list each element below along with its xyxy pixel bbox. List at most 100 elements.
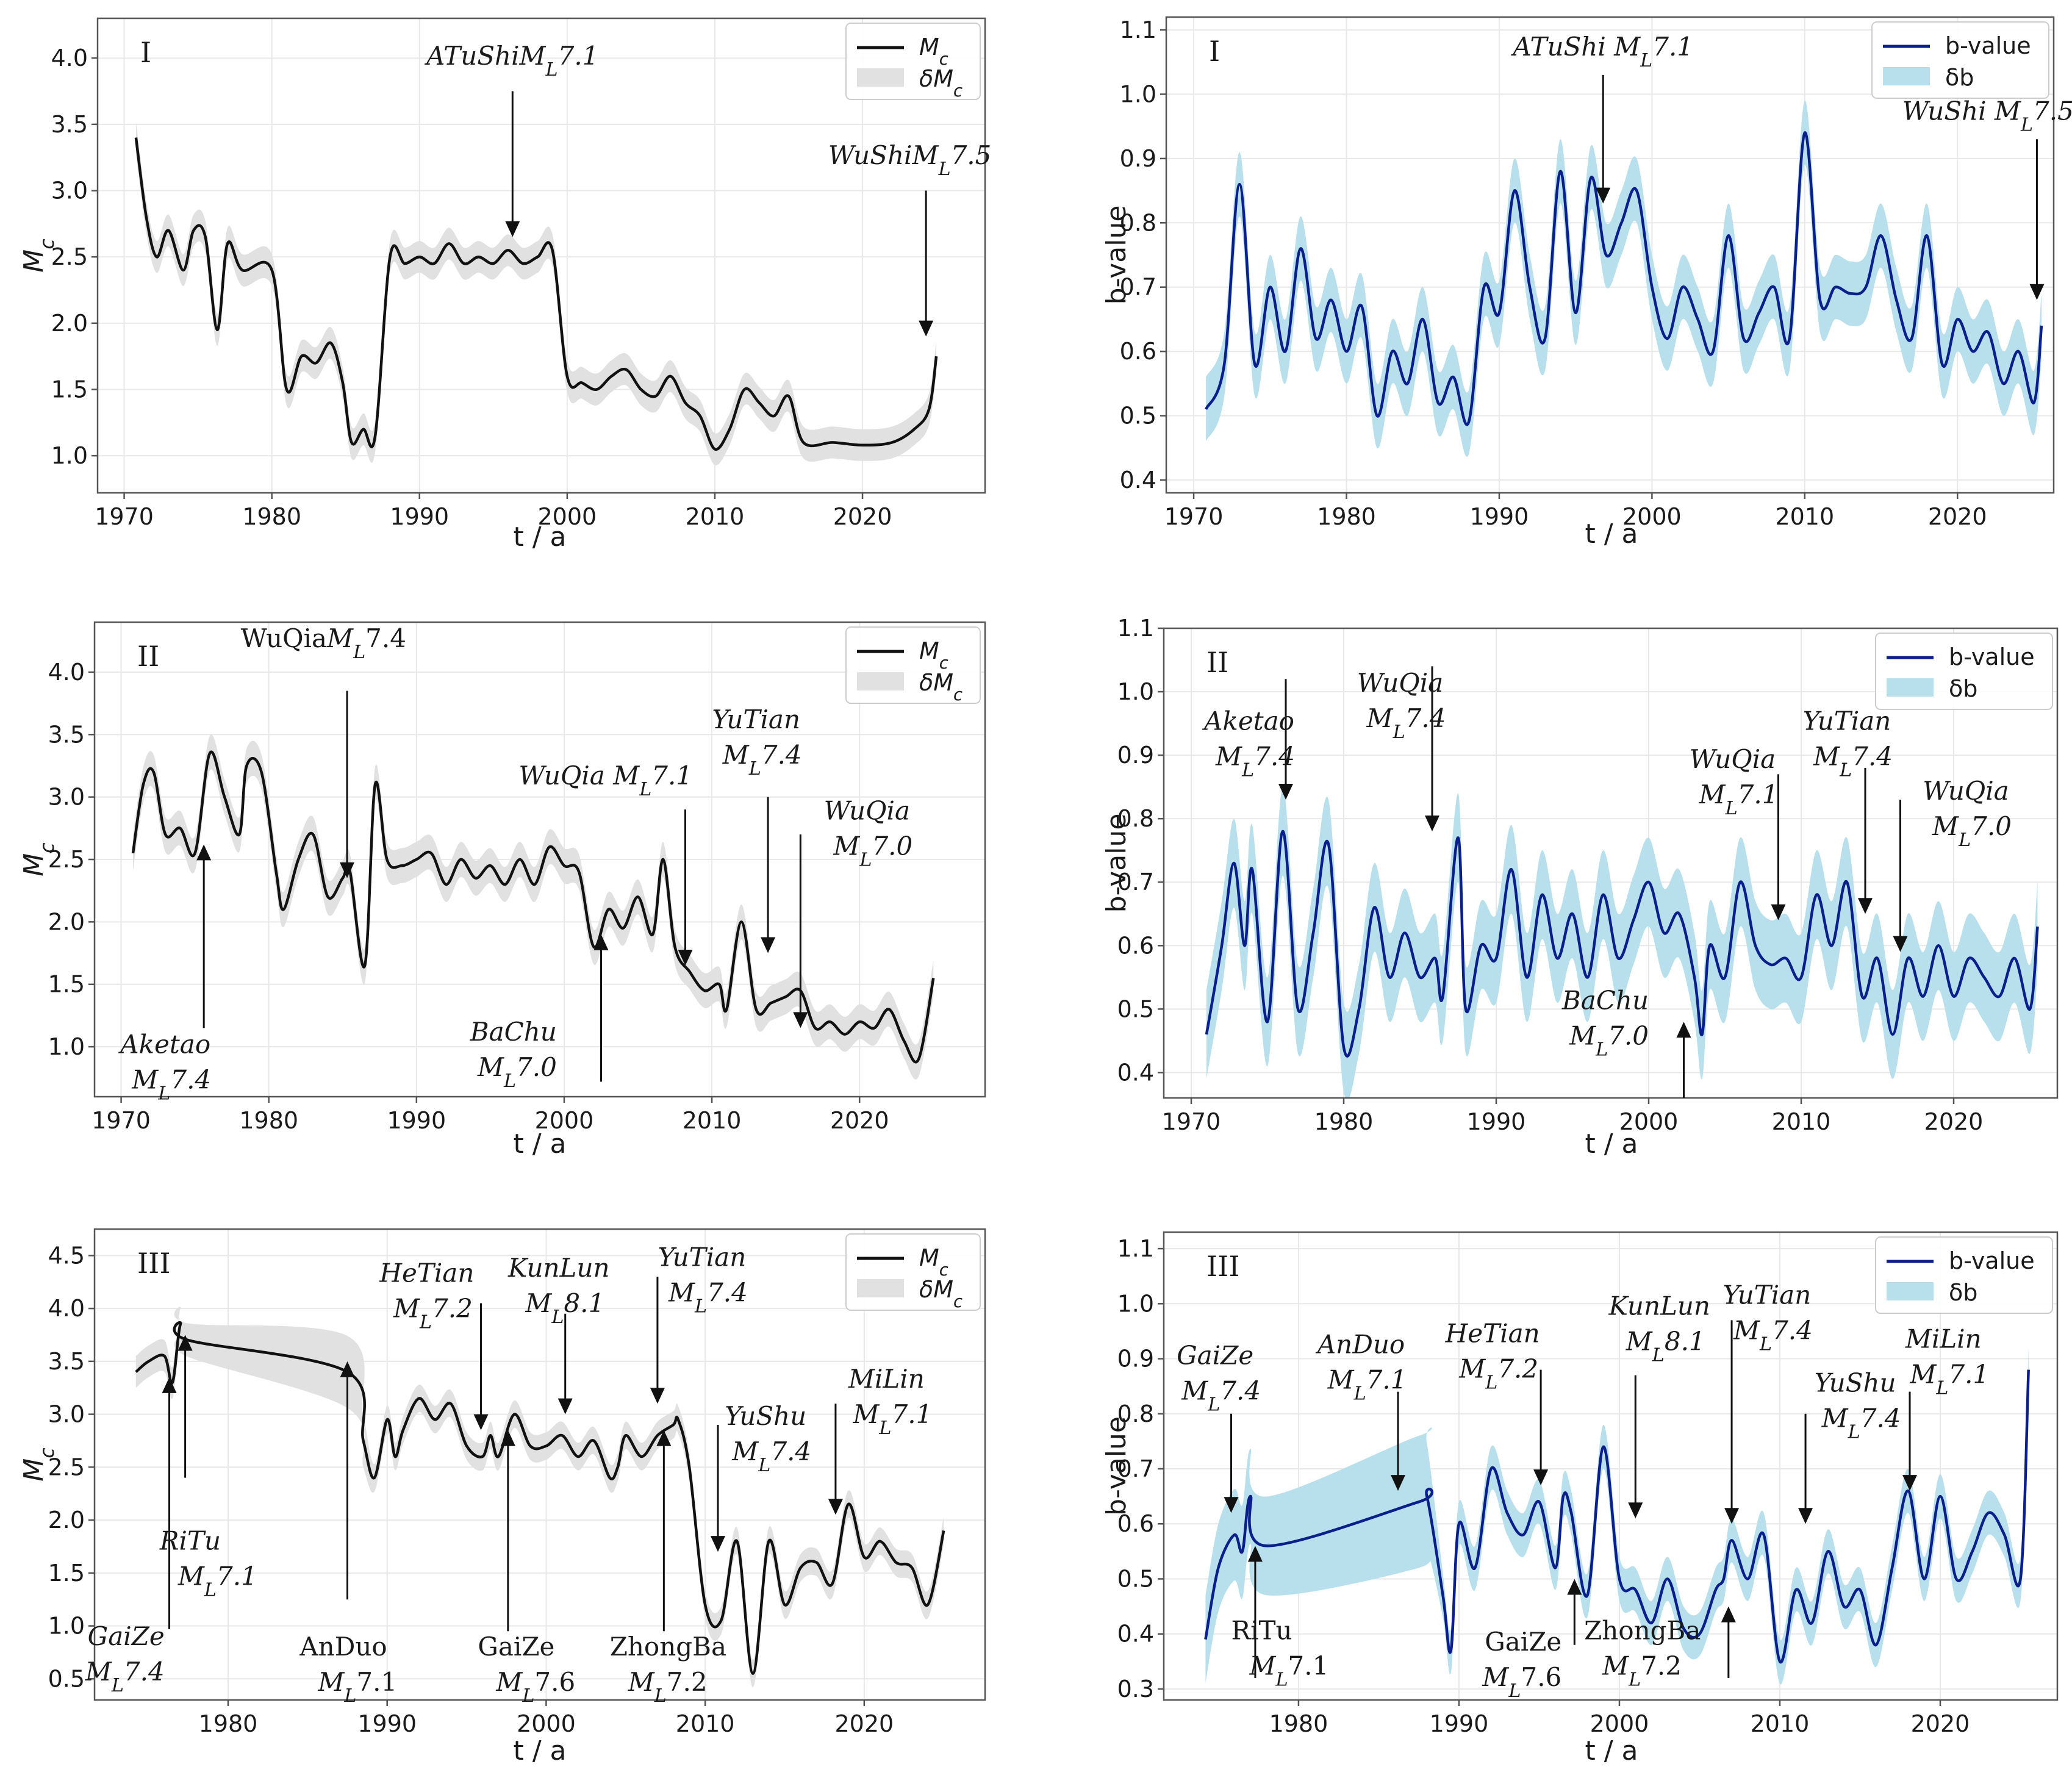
x-tick-label: 2020 — [830, 1107, 889, 1134]
annotation-event-name: RiTu — [1231, 1616, 1292, 1646]
x-tick-label: 1980 — [1269, 1710, 1328, 1737]
annotation: WuShiML7.5 — [828, 140, 991, 337]
annotation-arrow-head — [761, 937, 776, 953]
annotation: Aketao ML7.4 — [118, 844, 212, 1104]
y-tick-label: 1.1 — [1117, 1235, 1154, 1262]
x-tick-label: 1980 — [1314, 1108, 1374, 1135]
annotation-label: WuShi ML7.5 — [1902, 96, 2072, 136]
chart-b_III: 1980 1990 2000 2010 2020 0.3 0.4 0.5 0.6 0.7 0.8 0.… — [1101, 1231, 2059, 1766]
annotation: WuShi ML7.5 — [1902, 96, 2072, 300]
legend-band-swatch — [857, 672, 904, 690]
x-tick-label: 1980 — [242, 503, 301, 530]
y-tick-label: 1.5 — [48, 971, 85, 998]
annotation-magnitude: ML7.4 — [85, 1657, 165, 1696]
plot-frame — [1165, 16, 2055, 494]
panel-label: II — [137, 640, 159, 673]
annotation: YuTian ML7.4 — [1723, 1280, 1813, 1524]
x-tick-label: 1990 — [1470, 503, 1529, 530]
y-axis-label: b-value — [1101, 206, 1132, 305]
y-tick-label: 1.5 — [48, 1560, 85, 1587]
annotation: WuQia ML7.1 — [518, 761, 693, 966]
annotation-magnitude: ML7.4 — [731, 1436, 811, 1476]
x-tick-label: 1990 — [387, 1107, 446, 1134]
annotation-arrow-head — [1278, 783, 1293, 800]
y-axis-label: b-value — [1101, 1416, 1132, 1516]
y-tick-label: 2.5 — [51, 243, 88, 270]
legend-band-swatch — [1887, 678, 1934, 697]
annotation-arrow-head — [500, 1430, 515, 1446]
annotation-arrow-head — [1533, 1469, 1549, 1486]
x-tick-label: 2010 — [1772, 1108, 1831, 1135]
annotation-event-name: KunLun — [507, 1253, 610, 1283]
annotation-event-name: YuTian — [1803, 706, 1891, 736]
y-tick-label: 3.5 — [48, 1348, 85, 1375]
annotation: ATuShiML7.1 — [424, 41, 598, 237]
annotation-event-name: BaChu — [470, 1017, 557, 1047]
annotation-magnitude: ML7.2 — [628, 1667, 708, 1707]
x-tick-label: 1990 — [390, 503, 449, 530]
annotation-arrow-head — [656, 1430, 672, 1446]
annotation: WuQia ML7.4 — [1357, 666, 1446, 831]
annotation-magnitude: ML7.4 — [1366, 703, 1446, 743]
y-tick-label: 0.8 — [1120, 209, 1156, 236]
panel-label: III — [137, 1247, 171, 1280]
x-axis-label: t / a — [513, 1735, 566, 1766]
x-tick-label: 1980 — [1317, 503, 1376, 530]
annotation-event-name: GaiZe — [1485, 1627, 1561, 1657]
annotation: ZhongBa ML7.2 — [1584, 1606, 1736, 1690]
annotation-event-name: WuQia — [1357, 668, 1443, 698]
y-tick-label: 0.4 — [1117, 1621, 1154, 1648]
y-tick-label: 0.5 — [1120, 403, 1156, 429]
x-tick-label: 2000 — [1622, 503, 1682, 530]
annotation-event-name: YuShu — [1815, 1368, 1896, 1398]
plot-frame — [1163, 1231, 2059, 1701]
legend-band-swatch — [1883, 67, 1930, 85]
annotation-arrow-head — [1596, 187, 1611, 204]
annotation-arrow-head — [1798, 1508, 1813, 1524]
annotation: GaiZe ML7.6 — [478, 1430, 575, 1707]
legend-line-label: Mc — [919, 1244, 948, 1280]
annotation-arrow-head — [1676, 1022, 1691, 1038]
annotation-magnitude: ML7.1 — [177, 1562, 257, 1601]
uncertainty-band — [1206, 100, 2042, 457]
y-tick-label: 1.0 — [1120, 81, 1156, 107]
uncertainty-band — [1205, 1347, 2029, 1685]
annotation-arrow-head — [557, 1398, 573, 1415]
annotation-arrow-head — [793, 1012, 808, 1028]
series-line — [131, 750, 935, 1064]
legend-band-label: δb — [1949, 675, 1977, 702]
x-tick-label: 2010 — [1751, 1710, 1810, 1737]
annotation-magnitude: ML7.1 — [1249, 1651, 1328, 1691]
legend-band-swatch — [857, 1279, 904, 1297]
y-axis-label: Mc — [18, 1447, 59, 1481]
annotation: WuQia ML7.0 — [793, 795, 912, 1028]
x-tick-label: 2020 — [1924, 1108, 1984, 1135]
annotation-magnitude: ML7.1 — [1699, 780, 1779, 819]
uncertainty-band — [133, 734, 934, 1080]
annotation-magnitude: ML8.1 — [525, 1288, 604, 1328]
annotation-arrow-head — [1628, 1502, 1643, 1519]
annotation: ZhongBa ML7.2 — [610, 1430, 726, 1707]
y-tick-label: 3.0 — [51, 178, 88, 204]
annotation-arrow-head — [593, 934, 609, 950]
legend-band-label: δMc — [919, 669, 963, 705]
annotation-event-name: AnDuo — [1315, 1330, 1405, 1360]
annotation: KunLun ML8.1 — [507, 1253, 610, 1415]
legend-band-label: δMc — [919, 1276, 963, 1311]
annotation: HeTian ML7.2 — [379, 1258, 489, 1430]
annotation-arrow-head — [828, 1499, 843, 1515]
y-tick-label: 3.5 — [51, 111, 88, 138]
annotation-magnitude: ML7.2 — [1458, 1354, 1538, 1393]
annotation-event-name: GaiZe — [88, 1621, 165, 1651]
y-tick-label: 0.5 — [48, 1665, 85, 1692]
y-axis-label: Mc — [18, 842, 59, 876]
annotation-magnitude: ML7.0 — [1932, 811, 2012, 851]
x-tick-label: 2020 — [834, 1710, 894, 1737]
annotation: RiTu ML7.1 — [159, 1335, 257, 1601]
annotation-arrow-head — [1721, 1606, 1736, 1623]
y-tick-label: 1.0 — [1117, 678, 1154, 705]
y-tick-label: 0.7 — [1120, 274, 1156, 301]
